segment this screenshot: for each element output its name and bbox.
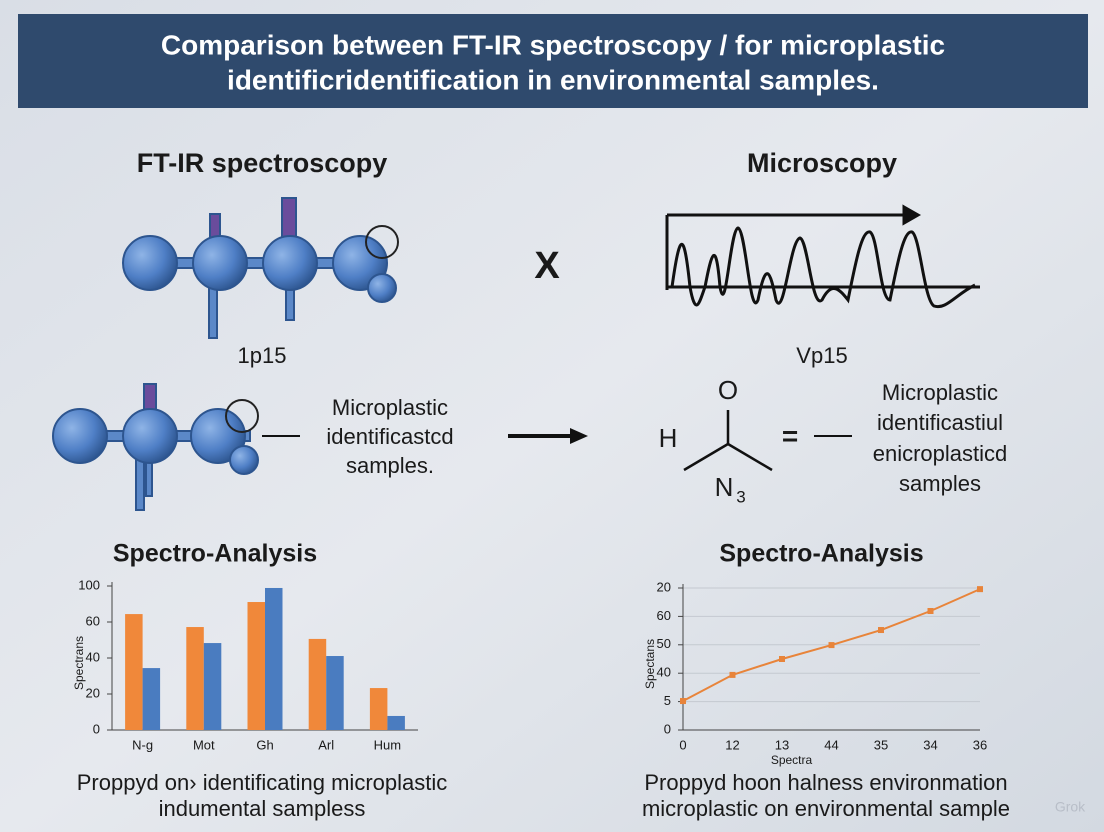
bar — [387, 715, 405, 730]
y-axis-label: Spectans — [643, 639, 657, 689]
x-tick-label: Mot — [193, 737, 215, 752]
point — [680, 698, 686, 705]
y-tick-label: 100 — [78, 577, 100, 592]
y-tick-label: 40 — [657, 665, 671, 680]
left-text: identificastcd — [326, 424, 453, 449]
right-text: samples — [899, 471, 981, 496]
y-tick-label: 20 — [657, 579, 671, 594]
center-symbol: X — [534, 245, 560, 287]
x-axis-label: Spectra — [771, 753, 813, 767]
bar — [326, 656, 344, 730]
x-tick-label: 35 — [874, 737, 888, 752]
chart-title: Spectro-Analysis — [113, 540, 317, 568]
right-label: Vp15 — [796, 343, 847, 368]
left-text: samples. — [346, 453, 434, 478]
right-text: Microplastic — [882, 380, 998, 405]
y-tick-label: 0 — [93, 721, 100, 736]
point — [927, 608, 934, 615]
y-tick-label: 60 — [657, 608, 671, 623]
atom-subscript: 3 — [736, 487, 745, 506]
right-heading: Microscopy — [747, 148, 897, 178]
point — [977, 586, 983, 593]
point — [779, 656, 785, 662]
x-tick-label: Gh — [256, 737, 273, 752]
left-heading: FT-IR spectroscopy — [137, 148, 388, 178]
arrow — [508, 428, 588, 444]
x-tick-label: 36 — [973, 737, 987, 752]
right-text: enicroplasticd — [873, 441, 1008, 466]
point — [878, 627, 884, 634]
bar — [125, 614, 143, 730]
atom: N — [715, 472, 734, 502]
atom: O — [718, 375, 738, 405]
left-label: 1p15 — [238, 343, 287, 368]
structure — [683, 410, 773, 472]
x-tick-label: 0 — [679, 737, 686, 752]
y-tick-label: 5 — [664, 693, 671, 708]
x-tick-label: N-g — [132, 737, 153, 752]
caption: Proppyd on› identificating microplastic — [77, 770, 448, 795]
bar — [247, 602, 265, 730]
molecule-top — [122, 197, 399, 339]
equals: = — [782, 420, 798, 451]
bar — [142, 668, 161, 730]
molecule-bottom — [52, 383, 259, 511]
bar — [265, 587, 283, 730]
point — [729, 671, 736, 678]
atom: H — [659, 423, 678, 453]
watermark: Grok — [1055, 799, 1086, 815]
right-text: identificastiul — [877, 410, 1003, 435]
header-title: identificridentification in environmenta… — [227, 64, 879, 95]
caption: microplastic on environmental sample — [642, 796, 1010, 821]
y-tick-label: 60 — [86, 613, 100, 628]
header-banner — [18, 14, 1088, 108]
bar — [369, 688, 388, 730]
header-title: Comparison between FT-IR spectroscopy / … — [161, 29, 945, 60]
caption: Proppyd hoon halness environmation — [644, 770, 1007, 795]
bar — [308, 638, 327, 730]
caption: indumental sampless — [159, 796, 366, 821]
chart-title: Spectro-Analysis — [719, 540, 923, 568]
x-tick-label: Hum — [374, 737, 401, 752]
y-axis-label: Spectrans — [72, 636, 86, 690]
point — [828, 642, 835, 649]
x-tick-label: 44 — [824, 737, 838, 752]
y-tick-label: 20 — [86, 685, 100, 700]
x-tick-label: Arl — [318, 737, 334, 752]
bar — [186, 627, 204, 730]
left-text: Microplastic — [332, 395, 448, 420]
x-tick-label: 34 — [923, 737, 937, 752]
wave-graph — [665, 204, 980, 309]
y-tick-label: 40 — [86, 649, 100, 664]
y-tick-label: 50 — [657, 636, 671, 651]
bar — [203, 643, 222, 730]
x-tick-label: 13 — [775, 737, 789, 752]
x-tick-label: 12 — [725, 737, 739, 752]
y-tick-label: 0 — [664, 721, 671, 736]
